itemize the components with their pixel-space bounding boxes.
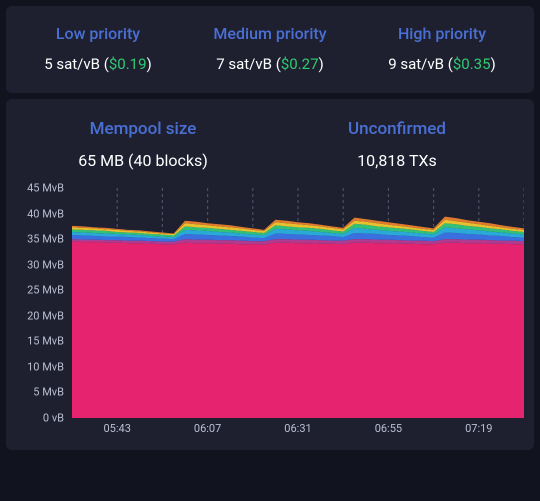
- chart-y-tick: 40 MvB: [27, 207, 64, 220]
- chart-y-tick: 45 MvB: [27, 182, 64, 195]
- priority-high-rate: 9 sat/vB: [388, 55, 444, 73]
- chart-y-tick: 25 MvB: [27, 284, 64, 297]
- chart-x-axis-inner: 05:43 06:07 06:31 06:55 07:19: [72, 422, 524, 436]
- chart-y-tick: 35 MvB: [27, 233, 64, 246]
- mempool-unconfirmed-value: 10,818 TXs: [270, 151, 524, 170]
- chart-x-tick: 06:07: [194, 422, 221, 435]
- priority-medium: Medium priority 7 sat/vB ($0.27): [184, 24, 356, 73]
- fee-priority-panel: Low priority 5 sat/vB ($0.19) Medium pri…: [6, 6, 534, 93]
- priority-high-fiat: $0.35: [453, 55, 491, 73]
- chart-y-axis: 45 MvB40 MvB35 MvB30 MvB25 MvB20 MvB15 M…: [16, 188, 72, 418]
- priority-low-fiat: $0.19: [109, 55, 147, 73]
- chart-x-tick: 07:19: [465, 422, 492, 435]
- priority-high: High priority 9 sat/vB ($0.35): [356, 24, 528, 73]
- chart-y-tick: 30 MvB: [27, 258, 64, 271]
- priority-low-title: Low priority: [12, 24, 184, 43]
- chart-x-tick: 06:55: [375, 422, 402, 435]
- mempool-header: Mempool size 65 MB (40 blocks) Unconfirm…: [16, 119, 524, 170]
- priority-low: Low priority 5 sat/vB ($0.19): [12, 24, 184, 73]
- priority-medium-title: Medium priority: [184, 24, 356, 43]
- priority-high-value: 9 sat/vB ($0.35): [356, 55, 528, 73]
- chart-x-tick: 05:43: [103, 422, 130, 435]
- chart-plot: [72, 188, 524, 418]
- mempool-unconfirmed: Unconfirmed 10,818 TXs: [270, 119, 524, 170]
- chart-y-tick: 20 MvB: [27, 309, 64, 322]
- priority-low-value: 5 sat/vB ($0.19): [12, 55, 184, 73]
- mempool-panel: Mempool size 65 MB (40 blocks) Unconfirm…: [6, 99, 534, 450]
- mempool-chart[interactable]: 45 MvB40 MvB35 MvB30 MvB25 MvB20 MvB15 M…: [16, 188, 524, 418]
- priority-medium-fiat: $0.27: [281, 55, 319, 73]
- priority-low-rate: 5 sat/vB: [44, 55, 100, 73]
- priority-medium-rate: 7 sat/vB: [216, 55, 272, 73]
- mempool-unconfirmed-title: Unconfirmed: [270, 119, 524, 139]
- mempool-size-value: 65 MB (40 blocks): [16, 151, 270, 170]
- chart-x-tick: 06:31: [284, 422, 311, 435]
- chart-y-tick: 10 MvB: [27, 360, 64, 373]
- chart-x-axis: 05:43 06:07 06:31 06:55 07:19: [72, 422, 524, 436]
- chart-svg: [72, 188, 524, 418]
- priority-high-title: High priority: [356, 24, 528, 43]
- chart-y-tick: 0 vB: [43, 412, 64, 425]
- mempool-size-title: Mempool size: [16, 119, 270, 139]
- chart-y-tick: 5 MvB: [33, 386, 64, 399]
- mempool-size: Mempool size 65 MB (40 blocks): [16, 119, 270, 170]
- chart-y-tick: 15 MvB: [27, 335, 64, 348]
- priority-medium-value: 7 sat/vB ($0.27): [184, 55, 356, 73]
